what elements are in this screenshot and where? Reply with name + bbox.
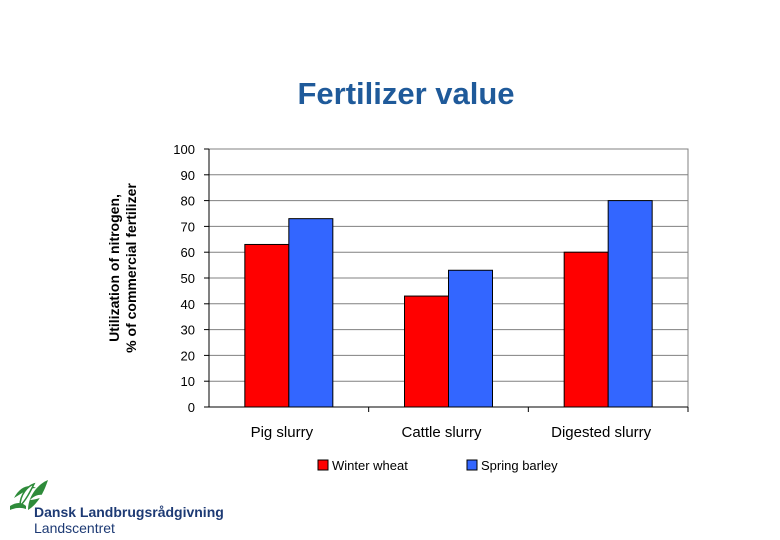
y-tick-label: 0	[188, 400, 195, 415]
y-tick-label: 40	[181, 297, 195, 312]
legend-swatch-spring-barley	[466, 459, 478, 471]
y-axis-title-line1: Utilization of nitrogen,	[106, 194, 122, 342]
bar-winter-wheat-digested-slurry	[563, 251, 609, 408]
logo-subname: Landscentret	[34, 520, 115, 536]
y-tick-label: 80	[181, 194, 195, 209]
logo-name: Dansk Landbrugsrådgivning	[34, 504, 224, 520]
logo	[10, 480, 48, 510]
y-tick-label: 60	[181, 245, 195, 260]
legend-label-winter-wheat: Winter wheat	[332, 458, 408, 473]
legend-swatch-winter-wheat	[317, 459, 329, 471]
chart-title: Fertilizer value	[297, 76, 515, 111]
bar-spring-barley-digested-slurry	[607, 200, 653, 408]
logo-text: Dansk Landbrugsrådgivning Landscentret	[34, 504, 224, 536]
y-tick-label: 90	[181, 168, 195, 183]
x-tick-label: Digested slurry	[551, 424, 652, 441]
y-tick-label: 10	[181, 374, 195, 389]
y-tick-label: 50	[181, 271, 195, 286]
plot-area: 0 10 20 30 40 50 60 70 80 90 100 Pig slurry Cattle s…	[173, 142, 689, 441]
leaf-logo-icon	[10, 480, 48, 510]
bar-spring-barley-pig-slurry	[288, 218, 334, 408]
legend: Winter wheat Spring barley	[317, 458, 558, 473]
y-tick-label: 70	[181, 219, 195, 234]
y-axis-title: Utilization of nitrogen, % of commercial…	[106, 183, 139, 353]
bar-winter-wheat-cattle-slurry	[404, 295, 449, 408]
x-tick-label: Pig slurry	[251, 424, 314, 441]
y-tick-label: 20	[181, 348, 195, 363]
y-tick-label: 100	[173, 142, 195, 157]
x-tick-label: Cattle slurry	[401, 424, 482, 441]
bar-spring-barley-cattle-slurry	[448, 269, 493, 408]
legend-label-spring-barley: Spring barley	[481, 458, 558, 473]
bar-winter-wheat-pig-slurry	[244, 243, 290, 408]
y-tick-label: 30	[181, 323, 195, 338]
y-axis-title-line2: % of commercial fertilizer	[123, 183, 139, 353]
